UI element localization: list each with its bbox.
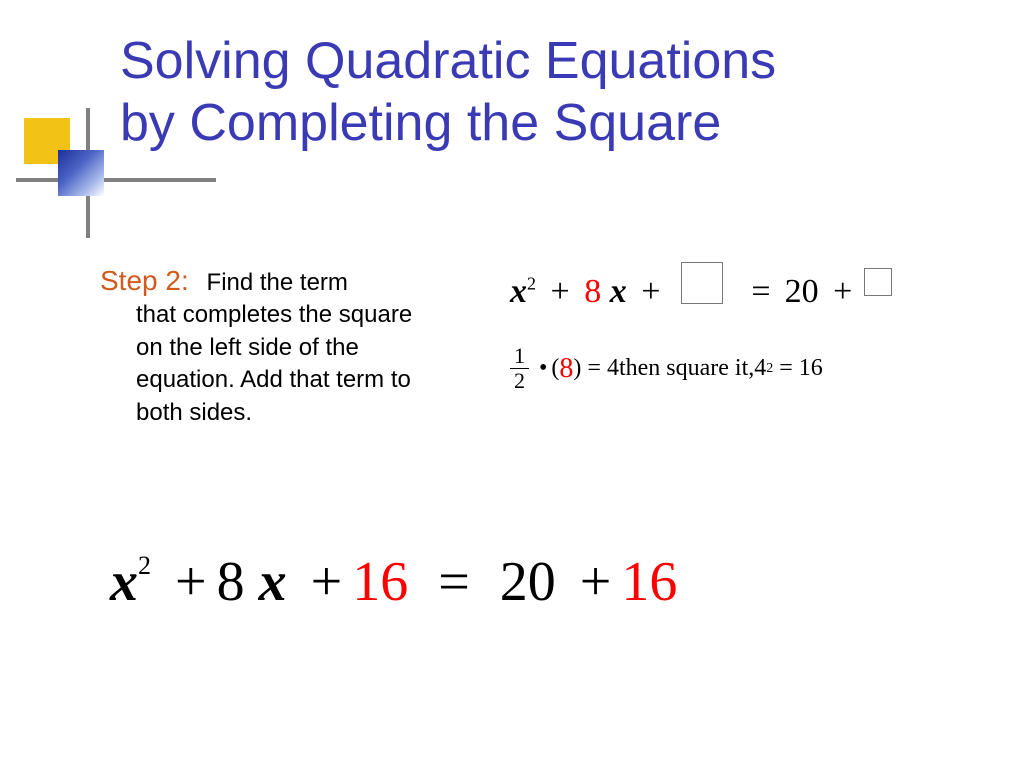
step-block: Step 2: Find the term that completes the…	[100, 265, 440, 429]
eq1-x2: x	[610, 273, 627, 310]
dot-icon: •	[539, 355, 547, 382]
calc-open: (	[551, 355, 559, 382]
frac-num: 1	[510, 345, 529, 368]
eq2-plus2: +	[311, 551, 343, 613]
calc-sq-exp: 2	[766, 361, 773, 377]
eq1-plus2: +	[641, 273, 660, 310]
title-line-2: by Completing the Square	[120, 94, 721, 152]
calc-eq2: =	[779, 355, 793, 382]
eq2-left-16: 16	[352, 551, 408, 613]
blank-box-right	[864, 268, 892, 296]
calc-b: 8	[559, 353, 573, 385]
slide: Solving Quadratic Equations by Completin…	[0, 0, 1024, 768]
eq1-exp: 2	[527, 274, 536, 294]
eq2-right-16: 16	[621, 551, 677, 613]
calc-result: 16	[799, 355, 823, 382]
frac-den: 2	[510, 368, 529, 392]
blank-box-left	[681, 262, 723, 304]
accent-h-rule	[16, 178, 216, 182]
eq2-equals: =	[438, 551, 470, 613]
step-text-lead: Find the term	[207, 269, 348, 296]
slide-title: Solving Quadratic Equations by Completin…	[120, 30, 776, 155]
eq1-rhs-const: 20	[785, 273, 819, 310]
accent-blue-square	[58, 150, 104, 196]
eq2-rhs-const: 20	[500, 551, 556, 613]
eq1-plus3: +	[833, 273, 852, 310]
step-text-rest: that completes the square on the left si…	[136, 299, 440, 429]
calc-eq1: =	[587, 355, 601, 382]
eq2-x1: x	[110, 551, 138, 613]
eq1-equals: =	[751, 273, 770, 310]
title-line-1: Solving Quadratic Equations	[120, 32, 776, 90]
eq2-exp: 2	[138, 551, 151, 580]
calc-close: )	[573, 355, 581, 382]
eq1-plus1: +	[551, 273, 570, 310]
equation-with-blanks: x2 + 8 x + =20 +	[510, 262, 898, 311]
calc-line: 1 2 • ( 8 ) = 4 then square it, 42 = 16	[510, 345, 823, 392]
eq2-coef: 8	[217, 551, 245, 613]
eq1-x1: x	[510, 273, 527, 310]
step-label: Step 2:	[100, 265, 189, 296]
eq2-plus1: +	[175, 551, 207, 613]
calc-halfb: 4	[607, 355, 619, 382]
eq2-x2: x	[259, 551, 287, 613]
calc-then-text: then square it,	[619, 355, 754, 382]
eq2-plus3: +	[580, 551, 612, 613]
one-half-fraction: 1 2	[510, 345, 529, 392]
calc-sq-base: 4	[754, 355, 766, 382]
eq1-coef: 8	[584, 273, 601, 310]
filled-equation: x2 +8 x +16 = 20 +16	[110, 550, 677, 614]
